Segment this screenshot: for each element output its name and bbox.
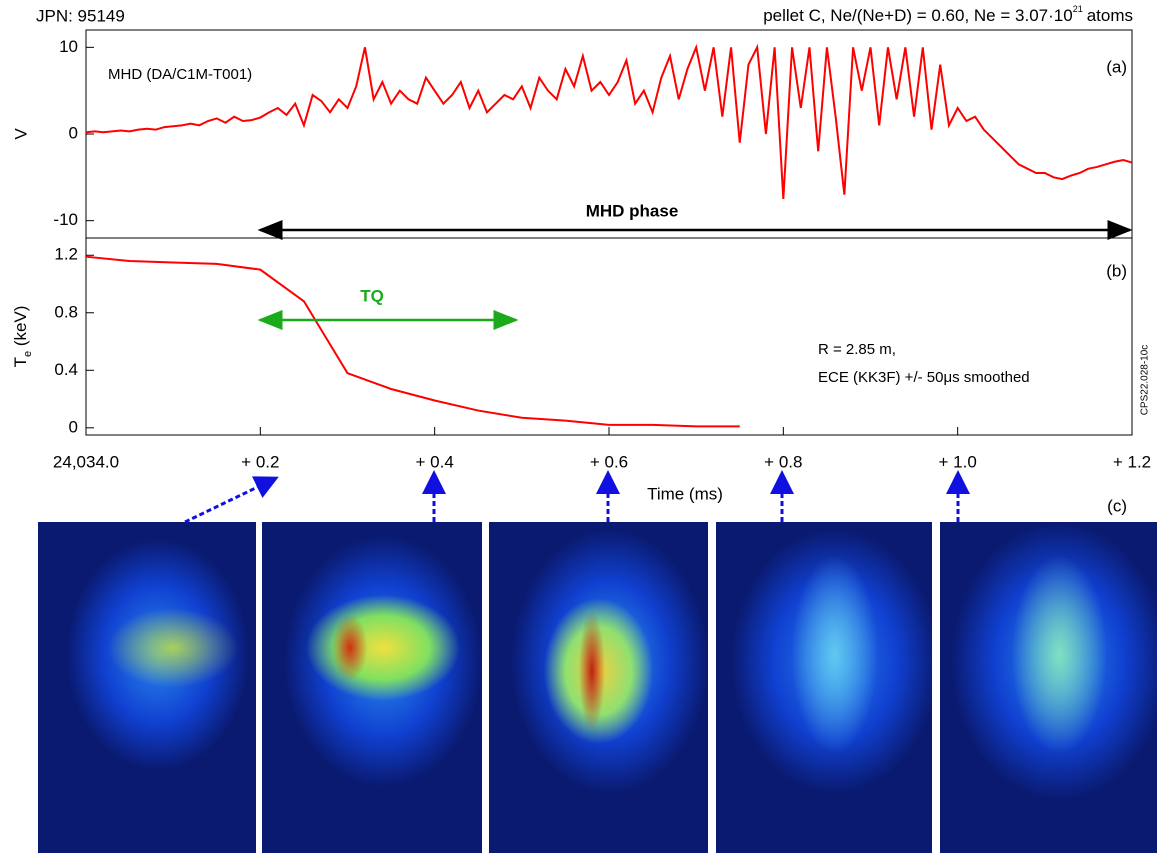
frame-arrows <box>184 470 970 524</box>
y-tick-label: 10 <box>59 37 78 56</box>
panel-label: (b) <box>1106 261 1127 280</box>
x-tick-label: 24,034.0 <box>53 452 119 471</box>
pellet-text: pellet C, Ne/(Ne+D) = 0.60, Ne = 3.07·10 <box>763 6 1072 25</box>
x-tick-label: + 0.8 <box>764 452 802 471</box>
shot-label: JPN: 95149 <box>36 6 125 25</box>
y-axis-label: V <box>11 128 30 140</box>
camera-frame <box>489 522 708 853</box>
annotation: MHD (DA/C1M-T001) <box>108 66 252 83</box>
y-tick-label: 0 <box>69 123 78 142</box>
note: ECE (KK3F) +/- 50μs smoothed <box>818 369 1030 386</box>
pellet-unit: atoms <box>1087 6 1133 25</box>
y-label-unit: (keV) <box>11 306 30 351</box>
data-line <box>85 255 740 428</box>
x-tick-label: + 0.4 <box>416 452 454 471</box>
camera-frame <box>940 522 1157 853</box>
phase-label: MHD phase <box>586 201 679 220</box>
y-tick-label: 0.8 <box>54 302 78 321</box>
camera-frame <box>716 522 932 853</box>
y-tick-label: 1.2 <box>54 245 78 264</box>
camera-frame <box>38 522 256 853</box>
x-tick-label: + 1.0 <box>939 452 977 471</box>
pellet-exponent: 21 <box>1073 4 1083 14</box>
panel-label: (a) <box>1106 57 1127 76</box>
y-tick-label: 0 <box>69 417 78 436</box>
data-line <box>85 43 1133 200</box>
y-label-sub: e <box>22 351 34 357</box>
figure-code: CPS22.028-10c <box>1140 345 1151 416</box>
x-tick-label: + 0.6 <box>590 452 628 471</box>
y-label-main: T <box>11 357 30 367</box>
tq-label: TQ <box>360 286 384 305</box>
x-axis-label: Time (ms) <box>647 484 723 503</box>
panel-label: (c) <box>1107 496 1127 515</box>
note: R = 2.85 m, <box>818 341 896 358</box>
y-axis-label: Te (keV) <box>11 306 33 368</box>
y-tick-label: -10 <box>53 210 78 229</box>
pellet-label: pellet C, Ne/(Ne+D) = 0.60, Ne = 3.07·10… <box>763 4 1133 25</box>
y-tick-label: 0.4 <box>54 360 78 379</box>
x-tick-label: + 0.2 <box>241 452 279 471</box>
camera-frame <box>262 522 482 853</box>
x-tick-label: + 1.2 <box>1113 452 1151 471</box>
